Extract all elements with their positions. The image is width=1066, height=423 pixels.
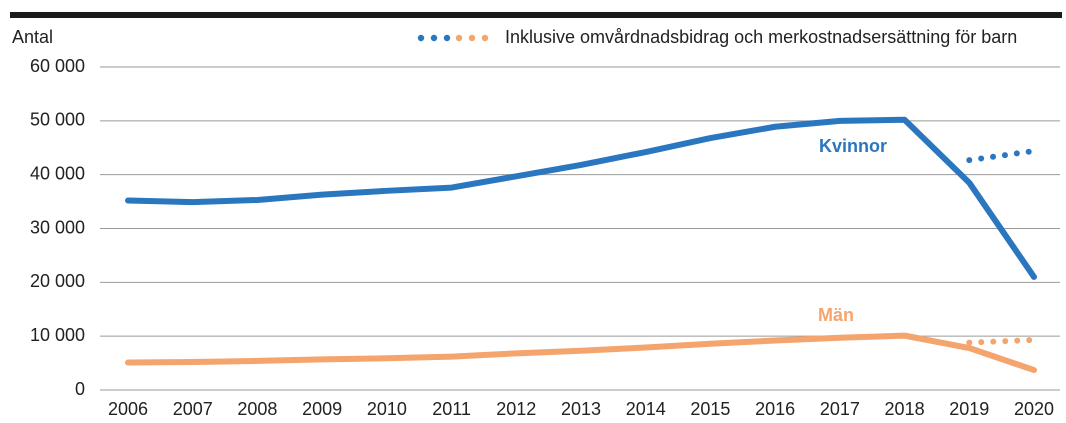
x-tick-label: 2012	[496, 399, 536, 419]
x-tick-label: 2013	[561, 399, 601, 419]
x-tick-label: 2009	[302, 399, 342, 419]
series-label: Kvinnor	[819, 136, 887, 156]
x-tick-label: 2008	[237, 399, 277, 419]
y-tick-label: 40 000	[30, 163, 85, 183]
y-tick-label: 0	[75, 379, 85, 399]
y-axis-label: Antal	[12, 27, 53, 47]
y-tick-label: 10 000	[30, 325, 85, 345]
legend-label: Inklusive omvårdnadsbidrag och merkostna…	[505, 27, 1017, 47]
series-line	[125, 116, 1037, 280]
legend-dot	[468, 34, 476, 42]
y-tick-label: 50 000	[30, 110, 85, 130]
legend-dot	[430, 34, 438, 42]
y-tick-label: 20 000	[30, 271, 85, 291]
y-tick-label: 30 000	[30, 217, 85, 237]
x-tick-label: 2018	[885, 399, 925, 419]
series-label: Män	[818, 305, 854, 325]
x-tick-label: 2015	[690, 399, 730, 419]
top-rule	[10, 12, 1062, 18]
y-tick-label: 60 000	[30, 56, 85, 76]
x-tick-label: 2017	[820, 399, 860, 419]
x-tick-label: 2016	[755, 399, 795, 419]
x-tick-label: 2006	[108, 399, 148, 419]
inclusive-line	[966, 147, 1037, 164]
inclusive-line	[966, 336, 1037, 346]
legend-dot	[481, 34, 489, 42]
x-tick-label: 2011	[432, 399, 471, 419]
legend-dot	[455, 34, 463, 42]
series-line	[125, 332, 1037, 374]
legend-dot	[443, 34, 451, 42]
x-tick-label: 2019	[949, 399, 989, 419]
legend-dot	[417, 34, 425, 42]
x-tick-label: 2020	[1014, 399, 1054, 419]
x-tick-label: 2007	[173, 399, 213, 419]
x-tick-label: 2010	[367, 399, 407, 419]
x-tick-label: 2014	[626, 399, 666, 419]
